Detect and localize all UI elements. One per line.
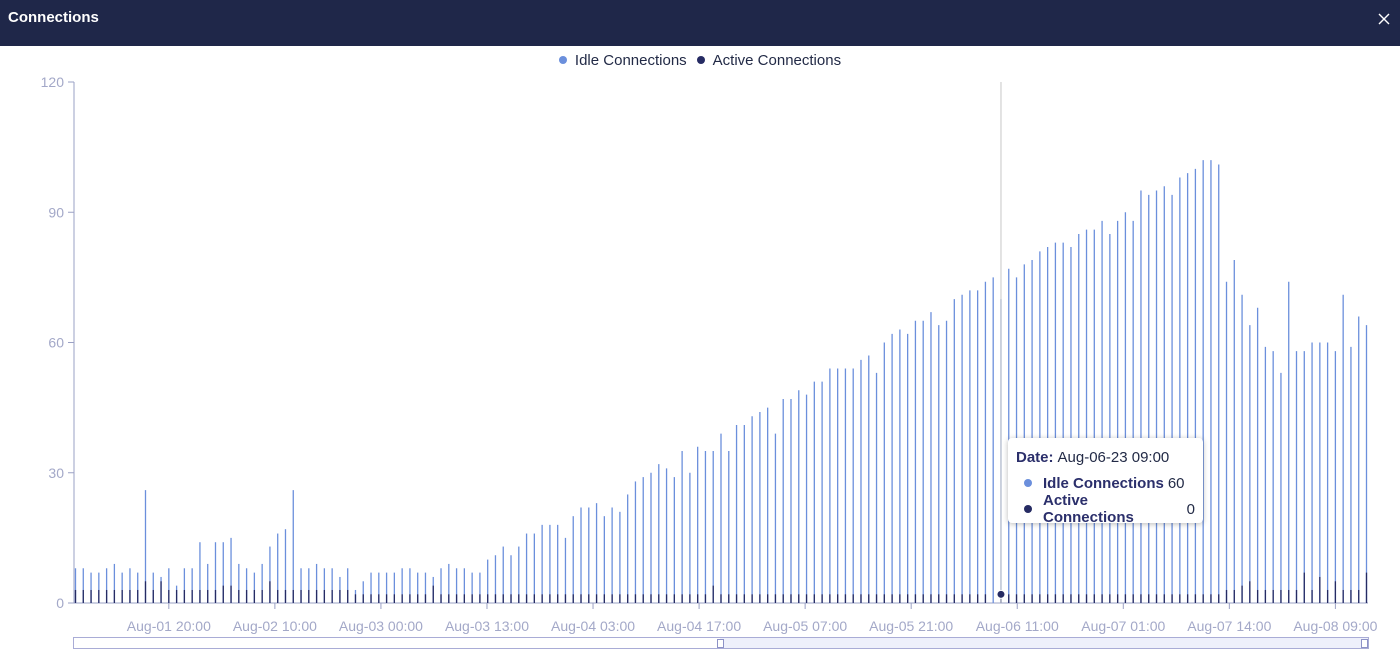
tooltip-row-active: Active Connections 0 bbox=[1016, 492, 1195, 526]
tooltip-label-active: Active Connections bbox=[1042, 492, 1134, 526]
y-tick-label: 30 bbox=[48, 465, 64, 481]
x-tick-label: Aug-07 01:00 bbox=[1081, 618, 1165, 634]
x-tick-label: Aug-02 10:00 bbox=[233, 618, 317, 634]
y-tick-label: 90 bbox=[48, 204, 64, 220]
y-tick-label: 0 bbox=[56, 595, 64, 611]
title-bar: Connections bbox=[0, 0, 1400, 46]
x-tick-label: Aug-01 20:00 bbox=[127, 618, 211, 634]
tooltip-date-label: Date: bbox=[1016, 448, 1054, 466]
y-tick-label: 120 bbox=[41, 74, 65, 90]
range-window[interactable] bbox=[720, 638, 1368, 648]
range-scrollbar[interactable] bbox=[73, 637, 1369, 649]
chart-tooltip: Date: Aug-06-23 09:00 Idle Connections 6… bbox=[1008, 438, 1203, 526]
chart-legend: Idle Connections Active Connections bbox=[0, 50, 1400, 70]
tooltip-value-idle: 60 bbox=[1167, 474, 1185, 492]
x-tick-label: Aug-07 14:00 bbox=[1187, 618, 1271, 634]
tooltip-value-active: 0 bbox=[1186, 500, 1195, 518]
tooltip-date-row: Date: Aug-06-23 09:00 bbox=[1016, 444, 1195, 470]
tooltip-date-value: Aug-06-23 09:00 bbox=[1057, 448, 1170, 466]
legend-item-idle[interactable]: Idle Connections bbox=[558, 51, 687, 69]
legend-dot-active bbox=[696, 56, 705, 64]
legend-dot-idle bbox=[558, 56, 567, 64]
tooltip-label-idle: Idle Connections bbox=[1043, 474, 1164, 492]
close-icon[interactable] bbox=[1377, 12, 1391, 26]
legend-label-active: Active Connections bbox=[712, 51, 842, 69]
x-tick-label: Aug-04 03:00 bbox=[551, 618, 635, 634]
tooltip-dot-idle bbox=[1024, 479, 1032, 487]
tooltip-dot-active bbox=[1024, 505, 1032, 513]
x-tick-label: Aug-05 21:00 bbox=[869, 618, 953, 634]
y-tick-label: 60 bbox=[48, 335, 64, 351]
tooltip-row-idle: Idle Connections 60 bbox=[1016, 470, 1195, 496]
legend-label-idle: Idle Connections bbox=[574, 51, 687, 69]
x-tick-label: Aug-03 00:00 bbox=[339, 618, 423, 634]
x-tick-label: Aug-08 09:00 bbox=[1293, 618, 1377, 634]
hover-point-marker bbox=[996, 589, 1006, 599]
x-tick-label: Aug-05 07:00 bbox=[763, 618, 847, 634]
window-title: Connections bbox=[8, 9, 99, 26]
range-handle-right[interactable] bbox=[1361, 639, 1368, 648]
x-tick-label: Aug-04 17:00 bbox=[657, 618, 741, 634]
x-tick-label: Aug-06 11:00 bbox=[976, 618, 1059, 634]
range-handle-left[interactable] bbox=[717, 639, 724, 648]
x-tick-label: Aug-03 13:00 bbox=[445, 618, 529, 634]
legend-item-active[interactable]: Active Connections bbox=[696, 51, 842, 69]
